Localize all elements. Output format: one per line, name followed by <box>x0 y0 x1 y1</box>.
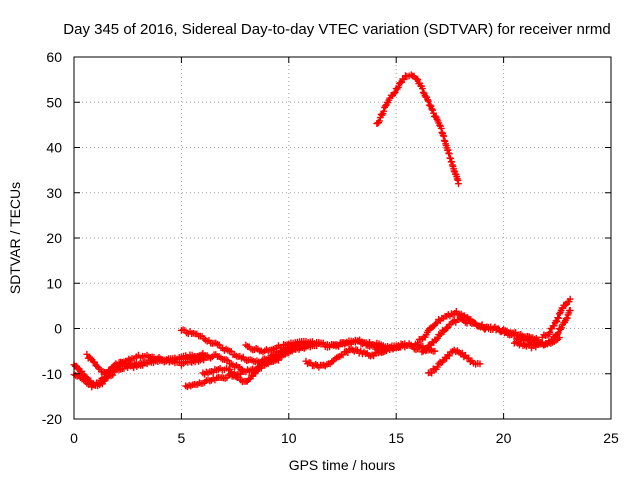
y-tick-label: 50 <box>46 94 62 110</box>
data-point-marker <box>546 329 554 336</box>
x-tick-label: 20 <box>496 430 512 446</box>
data-point-marker <box>550 322 558 330</box>
data-point-marker <box>431 347 439 355</box>
data-point-marker <box>563 314 571 322</box>
data-point-marker <box>91 358 99 366</box>
data-point-marker <box>428 369 436 377</box>
data-point-marker <box>561 301 569 309</box>
data-point-marker <box>434 363 441 371</box>
x-tick-label: 0 <box>70 430 78 446</box>
data-point-marker <box>426 101 434 109</box>
data-point-marker <box>455 180 462 188</box>
data-point-marker <box>252 369 259 377</box>
data-point-marker <box>556 310 563 318</box>
grid <box>74 57 611 419</box>
x-tick-label: 15 <box>388 430 404 446</box>
data-point-marker <box>399 340 407 348</box>
data-point-marker <box>414 339 422 347</box>
data-point-marker <box>429 106 437 114</box>
axis-ticks: 0 5 10 15 20 25 -20 -10 0 10 20 30 40 50 60 <box>42 49 619 446</box>
series-track-h <box>302 340 407 371</box>
data-point-marker <box>424 96 431 104</box>
y-tick-label: 0 <box>54 321 62 337</box>
data-point-marker <box>445 352 453 360</box>
x-tick-label: 5 <box>178 430 186 446</box>
data-point-marker <box>553 330 561 338</box>
data-point-marker <box>256 362 264 370</box>
y-tick-label: 60 <box>46 49 62 65</box>
data-point-marker <box>511 331 519 339</box>
data-point-marker <box>394 83 402 91</box>
series-track-m <box>538 295 574 341</box>
data-point-marker <box>554 329 562 337</box>
y-tick-label: 30 <box>46 185 62 201</box>
data-point-marker <box>376 117 383 125</box>
data-point-marker <box>422 347 430 355</box>
data-point-marker <box>232 373 240 380</box>
series-track-e <box>182 342 318 391</box>
y-tick-label: 40 <box>46 140 62 156</box>
data-point-marker <box>380 107 388 115</box>
data-point-marker <box>436 331 444 339</box>
data-point-marker <box>245 376 253 384</box>
data-point-marker <box>375 119 382 126</box>
series-track-k <box>425 346 484 377</box>
data-point-marker <box>425 97 432 105</box>
x-tick-label: 25 <box>603 430 619 446</box>
y-axis-label: SDTVAR / TECUs <box>7 182 23 294</box>
data-point-marker <box>557 325 564 333</box>
data-point-marker <box>419 85 426 92</box>
series-track-c <box>83 350 245 378</box>
data-point-marker <box>555 314 562 322</box>
series-track-j <box>418 315 563 356</box>
x-tick-label: 10 <box>281 430 297 446</box>
data-point-marker <box>275 356 282 364</box>
data-point-marker <box>78 368 86 375</box>
data-point-marker <box>443 324 450 332</box>
y-tick-label: -10 <box>42 366 62 382</box>
series-track-n <box>373 71 462 188</box>
data-point-marker <box>558 324 565 332</box>
y-tick-label: -20 <box>42 411 62 427</box>
data-point-marker <box>432 336 440 344</box>
x-axis-label: GPS time / hours <box>289 457 396 473</box>
data-points <box>70 71 574 391</box>
data-point-marker <box>432 320 440 328</box>
data-point-marker <box>257 361 265 369</box>
series-track-b <box>70 351 211 391</box>
data-point-marker <box>390 90 398 98</box>
data-point-marker <box>566 307 574 314</box>
data-point-marker <box>476 360 484 368</box>
y-tick-label: 10 <box>46 275 62 291</box>
chart-title: Day 345 of 2016, Sidereal Day-to-day VTE… <box>63 21 610 38</box>
data-point-marker <box>428 105 436 113</box>
series-track-l <box>510 307 574 352</box>
y-tick-label: 20 <box>46 230 62 246</box>
data-point-marker <box>562 315 570 323</box>
data-point-marker <box>566 295 574 303</box>
data-point-marker <box>414 76 422 83</box>
